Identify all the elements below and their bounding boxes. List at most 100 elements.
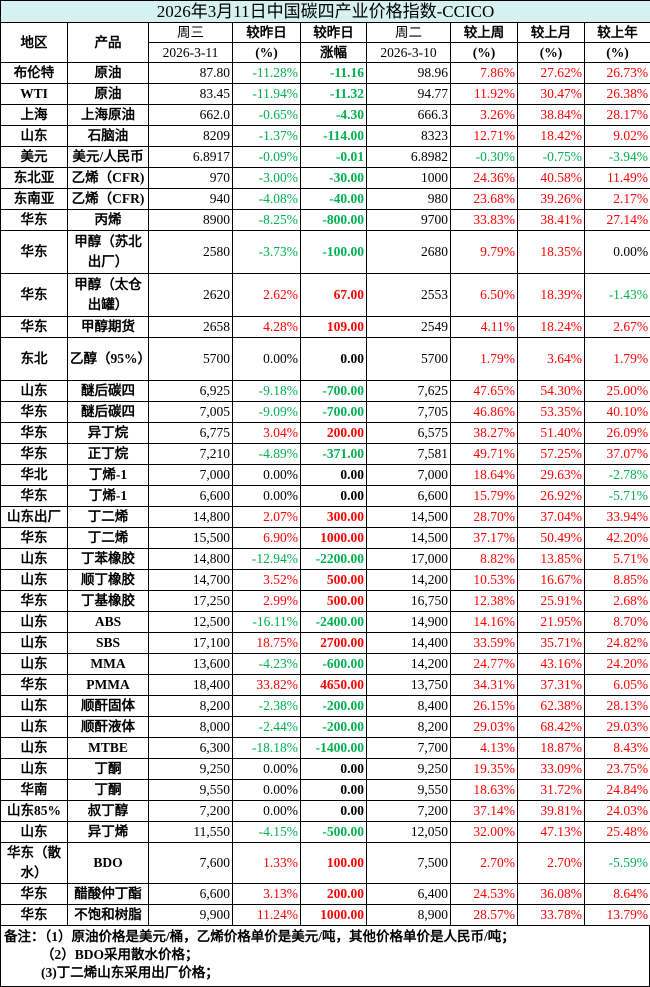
cell-price-prev: 9,550	[367, 780, 451, 801]
header-mo: 较上月	[518, 23, 585, 43]
cell-region: 华东	[1, 444, 68, 465]
cell-change: 500.00	[301, 591, 367, 612]
cell-pct-year: 33.94%	[585, 507, 650, 528]
cell-change: 100.00	[301, 843, 367, 884]
cell-region: 山东	[1, 549, 68, 570]
cell-pct-week: 47.65%	[451, 381, 518, 402]
cell-product: 异丁烷	[68, 423, 149, 444]
cell-pct-year: 25.00%	[585, 381, 650, 402]
cell-pct-day: 33.82%	[233, 675, 301, 696]
cell-product: 甲醇（太仓出罐）	[68, 274, 149, 317]
cell-change: -4.30	[301, 105, 367, 126]
cell-pct-day: 0.00%	[233, 338, 301, 381]
cell-price-prev: 6,600	[367, 486, 451, 507]
cell-pct-month: 30.47%	[518, 84, 585, 105]
cell-pct-week: 14.16%	[451, 612, 518, 633]
cell-pct-year: 8.85%	[585, 570, 650, 591]
cell-price-today: 7,005	[149, 402, 233, 423]
cell-change: -11.16	[301, 63, 367, 84]
table-title: 2026年3月11日中国碳四产业价格指数-CCICO	[1, 1, 650, 23]
cell-pct-day: -12.94%	[233, 549, 301, 570]
header-pct-day-unit: (%)	[233, 43, 301, 63]
cell-pct-year: -5.59%	[585, 843, 650, 884]
cell-price-prev: 6.8982	[367, 147, 451, 168]
cell-region: 华东	[1, 905, 68, 926]
cell-pct-month: 62.38%	[518, 696, 585, 717]
cell-region: 山东85%	[1, 801, 68, 822]
header-chg-unit: 涨幅	[301, 43, 367, 63]
cell-product: 顺丁橡胶	[68, 570, 149, 591]
cell-price-today: 14,800	[149, 507, 233, 528]
cell-price-prev: 7,200	[367, 801, 451, 822]
cell-pct-day: -11.94%	[233, 84, 301, 105]
cell-pct-day: -18.18%	[233, 738, 301, 759]
cell-pct-month: 16.67%	[518, 570, 585, 591]
cell-change: -2400.00	[301, 612, 367, 633]
cell-price-prev: 14,500	[367, 507, 451, 528]
cell-price-today: 5700	[149, 338, 233, 381]
cell-pct-month: 40.58%	[518, 168, 585, 189]
cell-region: 山东	[1, 126, 68, 147]
cell-product: 石脑油	[68, 126, 149, 147]
cell-product: 乙烯（CFR)	[68, 189, 149, 210]
cell-change: 0.00	[301, 338, 367, 381]
cell-price-prev: 98.96	[367, 63, 451, 84]
cell-pct-year: 8.64%	[585, 884, 650, 905]
cell-pct-month: 3.64%	[518, 338, 585, 381]
cell-price-today: 18,400	[149, 675, 233, 696]
cell-price-today: 7,210	[149, 444, 233, 465]
cell-region: 美元	[1, 147, 68, 168]
cell-product: 美元/人民币	[68, 147, 149, 168]
cell-pct-month: 18.24%	[518, 317, 585, 338]
cell-region: 布伦特	[1, 63, 68, 84]
cell-region: 华东	[1, 210, 68, 231]
cell-pct-year: 28.17%	[585, 105, 650, 126]
cell-pct-week: 2.70%	[451, 843, 518, 884]
cell-product: 丁酮	[68, 759, 149, 780]
cell-region: 东北亚	[1, 168, 68, 189]
cell-product: 丁二烯	[68, 507, 149, 528]
header-yr-unit: (%)	[585, 43, 650, 63]
cell-change: 0.00	[301, 780, 367, 801]
cell-region: 山东	[1, 759, 68, 780]
cell-pct-month: 2.70%	[518, 843, 585, 884]
cell-product: 顺酐液体	[68, 717, 149, 738]
cell-pct-year: 6.05%	[585, 675, 650, 696]
cell-price-today: 6,600	[149, 486, 233, 507]
cell-pct-week: 1.79%	[451, 338, 518, 381]
cell-pct-year: 28.13%	[585, 696, 650, 717]
cell-product: 甲醇（苏北出厂）	[68, 231, 149, 274]
cell-pct-year: 2.17%	[585, 189, 650, 210]
cell-price-today: 970	[149, 168, 233, 189]
cell-price-prev: 2553	[367, 274, 451, 317]
cell-pct-year: -1.43%	[585, 274, 650, 317]
cell-region: 华南	[1, 780, 68, 801]
cell-pct-week: 4.11%	[451, 317, 518, 338]
cell-product: PMMA	[68, 675, 149, 696]
cell-pct-month: 57.25%	[518, 444, 585, 465]
cell-price-prev: 14,500	[367, 528, 451, 549]
cell-region: 华东	[1, 591, 68, 612]
cell-change: 0.00	[301, 759, 367, 780]
cell-pct-day: -1.37%	[233, 126, 301, 147]
cell-region: 华东（散水）	[1, 843, 68, 884]
cell-pct-week: 28.70%	[451, 507, 518, 528]
cell-pct-day: -3.73%	[233, 231, 301, 274]
cell-pct-month: 25.91%	[518, 591, 585, 612]
cell-product: 异丁烯	[68, 822, 149, 843]
cell-change: 500.00	[301, 570, 367, 591]
cell-pct-year: -2.78%	[585, 465, 650, 486]
cell-pct-week: 32.00%	[451, 822, 518, 843]
cell-pct-month: 50.49%	[518, 528, 585, 549]
cell-pct-day: 0.00%	[233, 465, 301, 486]
